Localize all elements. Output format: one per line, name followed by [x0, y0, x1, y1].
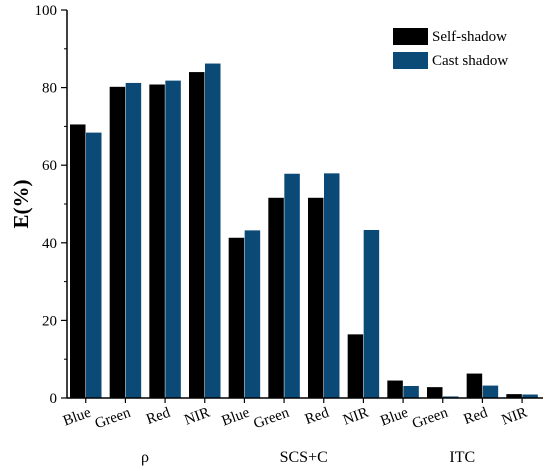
bar-self-shadow-2 — [149, 84, 165, 398]
bar-self-shadow-4 — [228, 237, 245, 398]
x-tick-label: NIR — [341, 405, 371, 429]
x-tick-label: Red — [303, 405, 332, 428]
group-label: SCS+C — [280, 449, 328, 466]
bar-cast-shadow-9 — [443, 396, 459, 398]
bar-self-shadow-8 — [387, 380, 403, 398]
legend-label-self-shadow: Self-shadow — [432, 29, 507, 45]
y-tick-label: 100 — [35, 3, 58, 19]
bar-self-shadow-9 — [427, 387, 443, 398]
legend-swatch-cast-shadow — [393, 52, 428, 69]
group-label: ρ — [141, 449, 149, 466]
x-tick-label: Green — [252, 405, 292, 433]
bar-cast-shadow-2 — [165, 80, 181, 399]
legend-label-cast-shadow: Cast shadow — [432, 53, 508, 69]
bar-cast-shadow-3 — [205, 63, 221, 398]
x-tick-label: NIR — [500, 405, 530, 429]
y-tick-label: 80 — [42, 81, 57, 97]
bar-self-shadow-6 — [308, 197, 324, 398]
bar-cast-shadow-7 — [363, 230, 380, 398]
bar-cast-shadow-0 — [86, 132, 102, 399]
bar-self-shadow-11 — [506, 394, 522, 398]
bar-cast-shadow-6 — [324, 173, 340, 398]
bar-cast-shadow-1 — [125, 82, 142, 398]
x-tick-label: Red — [144, 405, 173, 428]
bar-self-shadow-5 — [268, 197, 284, 398]
bar-cast-shadow-5 — [284, 173, 300, 398]
axes-layer — [61, 9, 543, 403]
x-tick-label: Blue — [61, 405, 93, 430]
x-tick-label: Green — [93, 405, 133, 433]
bar-cast-shadow-8 — [403, 385, 419, 398]
x-tick-label: Blue — [220, 405, 252, 430]
bars-layer — [70, 63, 538, 399]
bar-self-shadow-3 — [189, 72, 205, 398]
y-tick-label: 0 — [50, 391, 58, 407]
bar-cast-shadow-11 — [522, 394, 538, 398]
x-tick-label: Green — [410, 405, 450, 433]
legend-swatch-self-shadow — [393, 28, 428, 45]
bar-self-shadow-0 — [70, 124, 86, 399]
y-axis-title: E(%) — [9, 180, 33, 229]
y-tick-label: 20 — [42, 313, 57, 329]
y-tick-label: 40 — [42, 236, 57, 252]
bar-self-shadow-10 — [466, 373, 483, 398]
y-tick-label: 60 — [42, 158, 57, 174]
legend: Self-shadow Cast shadow — [393, 28, 508, 69]
x-tick-label: Blue — [378, 405, 410, 430]
x-tick-label: Red — [462, 405, 491, 428]
bar-cast-shadow-10 — [482, 385, 499, 398]
bar-cast-shadow-4 — [244, 230, 261, 398]
bar-self-shadow-7 — [347, 334, 364, 398]
group-label: ITC — [449, 449, 475, 466]
x-tick-label: NIR — [182, 405, 212, 429]
bar-self-shadow-1 — [109, 86, 126, 398]
